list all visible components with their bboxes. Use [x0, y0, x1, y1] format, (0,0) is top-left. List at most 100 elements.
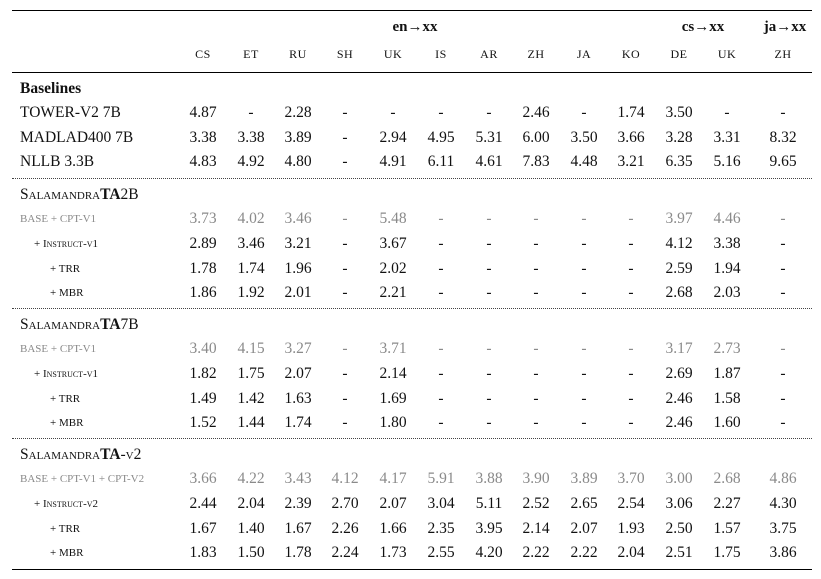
- table-cell: 5.11: [475, 494, 503, 512]
- row-label: TOWER-V2 7B: [20, 104, 121, 121]
- table-cell: 5.91: [427, 470, 455, 487]
- table-cell: -: [486, 284, 492, 302]
- table-cell: -: [533, 210, 539, 227]
- table-cell: -: [581, 210, 587, 227]
- column-header-cs: CS: [195, 47, 211, 61]
- table-cell: -: [342, 284, 348, 302]
- table-cell: 2.26: [331, 519, 359, 537]
- table-cell: 2.55: [427, 544, 455, 562]
- table-cell: 4.02: [237, 210, 265, 227]
- column-header-uk: UK: [383, 47, 403, 61]
- table-cell: 3.95: [475, 519, 503, 537]
- table-cell: 4.20: [475, 544, 503, 562]
- column-header-uk: UK: [717, 47, 737, 61]
- table-cell: 2.50: [665, 519, 693, 537]
- table-row: + Instruct-v1 2.89 3.46 3.21 - 3.67 - - - - - 4.12 3…: [0, 232, 821, 256]
- table-cell: -: [533, 389, 539, 407]
- column-header-is: IS: [435, 47, 447, 61]
- table-cell: 5.16: [713, 153, 741, 170]
- table-cell: 1.93: [617, 519, 645, 537]
- table-cell: 4.12: [665, 234, 693, 252]
- top-rule: [12, 10, 812, 11]
- table-cell: 3.73: [189, 210, 217, 227]
- table-cell: 1.52: [189, 414, 217, 432]
- table-cell: 4.46: [713, 210, 741, 227]
- table-cell: -: [438, 284, 444, 302]
- table-cell: 3.50: [570, 128, 598, 146]
- table-cell: 2.73: [713, 340, 741, 357]
- table-cell: 2.59: [665, 259, 693, 277]
- table-cell: 3.40: [189, 340, 217, 357]
- table-cell: 1.80: [379, 414, 407, 432]
- table-cell: 1.87: [713, 364, 741, 382]
- table-cell: -: [628, 364, 634, 382]
- table-cell: -: [780, 284, 786, 302]
- table-cell: 3.89: [570, 470, 598, 487]
- section-divider: [12, 178, 812, 179]
- column-header-ar: AR: [480, 47, 498, 61]
- table-cell: 1.49: [189, 389, 217, 407]
- table-cell: 2.94: [379, 128, 407, 146]
- table-cell: 1.74: [284, 414, 312, 432]
- table-cell: -: [581, 389, 587, 407]
- table-cell: 4.95: [427, 128, 455, 146]
- table-cell: 2.70: [331, 494, 359, 512]
- table-cell: 9.65: [769, 153, 797, 170]
- table-cell: -: [780, 389, 786, 407]
- column-header-zh: ZH: [774, 47, 792, 61]
- table-cell: -: [628, 414, 634, 432]
- table-cell: 1.73: [379, 544, 407, 562]
- table-cell: 2.52: [522, 494, 550, 512]
- table-cell: 4.61: [475, 153, 503, 170]
- table-cell: -: [780, 234, 786, 252]
- section-title-row: SalamandraTA7B: [0, 313, 821, 337]
- table-cell: 7.83: [522, 153, 550, 170]
- table-cell: 3.71: [379, 340, 407, 357]
- table-cell: 4.15: [237, 340, 265, 357]
- section-divider: [12, 308, 812, 309]
- table-cell: 4.30: [769, 494, 797, 512]
- table-cell: 1.57: [713, 519, 741, 537]
- table-cell: 3.38: [189, 128, 217, 146]
- table-cell: 1.82: [189, 364, 217, 382]
- table-cell: 1.69: [379, 389, 407, 407]
- section-title: Baselines: [20, 80, 82, 97]
- table-cell: -: [342, 259, 348, 277]
- table-row: + TRR 1.78 1.74 1.96 - 2.02 - - - - - 2.59 1.94 -: [0, 257, 821, 281]
- table-cell: 1.92: [237, 284, 265, 302]
- table-cell: -: [628, 340, 634, 357]
- table-row: BASE + CPT-V1 + CPT-V2 3.66 4.22 3.43 4.12 4.…: [0, 467, 821, 491]
- table-cell: -: [342, 414, 348, 432]
- table-cell: 3.70: [617, 470, 645, 487]
- table-cell: -: [438, 210, 444, 227]
- table-cell: 2.22: [522, 544, 550, 562]
- table-cell: -: [342, 340, 348, 357]
- row-label: MADLAD400 7B: [20, 128, 134, 146]
- table-cell: 2.39: [284, 494, 312, 512]
- table-cell: -: [533, 284, 539, 302]
- table-cell: -: [581, 284, 587, 302]
- row-label: + Instruct-v1: [34, 237, 99, 250]
- table-cell: 8.32: [769, 128, 797, 146]
- bottom-rule: [12, 569, 812, 570]
- model-name-prefix: Salamandra: [20, 446, 101, 463]
- table-cell: -: [486, 340, 492, 357]
- table-cell: -: [486, 389, 492, 407]
- table-cell: 3.06: [665, 494, 693, 512]
- table-cell: -: [581, 234, 587, 252]
- table-cell: -: [581, 104, 587, 121]
- table-cell: 3.89: [284, 128, 312, 146]
- table-cell: 2.46: [665, 389, 693, 407]
- table-cell: -: [780, 104, 786, 121]
- table-cell: 6.11: [427, 153, 455, 170]
- table-cell: -: [390, 104, 396, 121]
- model-name-suffix: 2B: [120, 186, 139, 203]
- table-cell: -: [581, 364, 587, 382]
- table-row: BASE + CPT-V1 3.40 4.15 3.27 - 3.71 - - - - - 3.17 2…: [0, 337, 821, 361]
- table-cell: -: [780, 414, 786, 432]
- table-cell: 3.90: [522, 470, 550, 487]
- table-cell: -: [581, 340, 587, 357]
- table-cell: 5.48: [379, 210, 407, 227]
- table-cell: 1.86: [189, 284, 217, 302]
- section-title-row: Baselines: [0, 77, 821, 101]
